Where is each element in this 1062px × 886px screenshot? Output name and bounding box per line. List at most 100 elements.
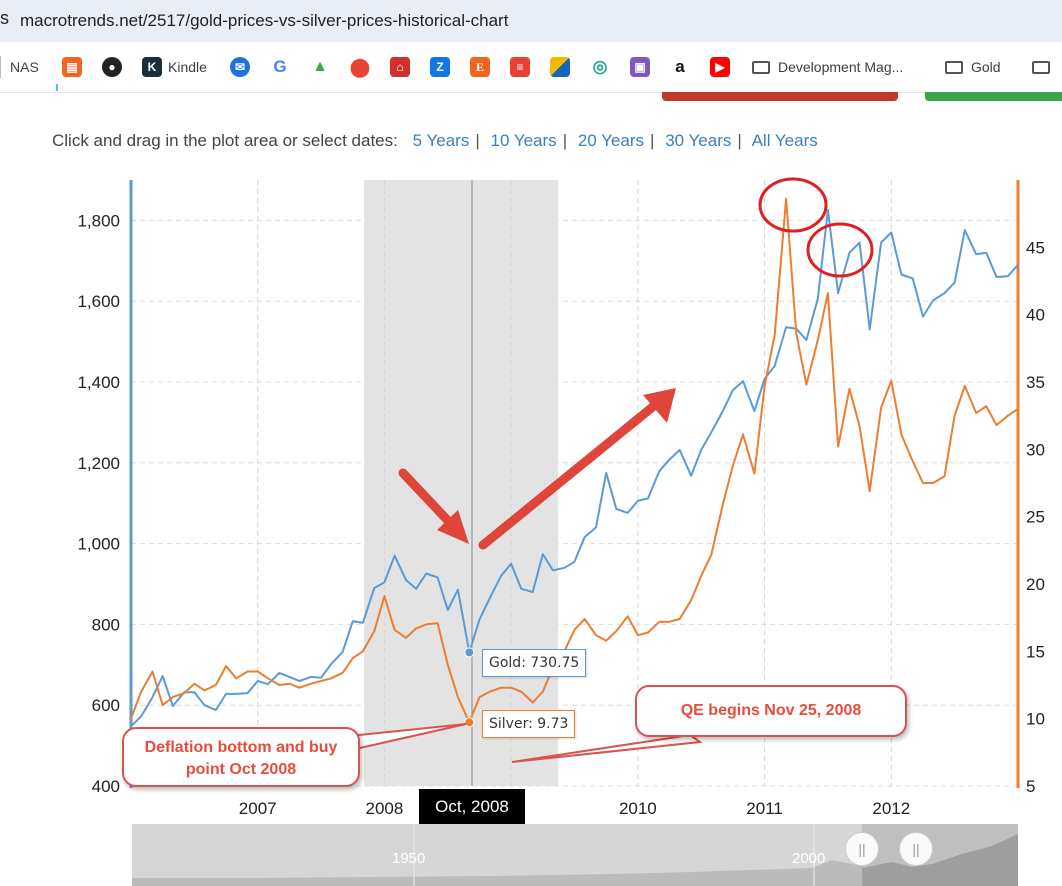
crosshair-date-label: Oct, 2008 bbox=[435, 797, 509, 816]
y-left-tick-label: 600 bbox=[92, 696, 120, 715]
google-drive-icon: ▲ bbox=[312, 58, 328, 75]
down-arrow bbox=[398, 468, 469, 544]
bookmarks-bar: NAS ▤ ● K Kindle ✉ G ▲ ⬤ ⌂ Z E ≡ ◎ ▣ a ▶ … bbox=[0, 42, 1062, 93]
up-arrow bbox=[478, 388, 676, 550]
callout-deflation: Deflation bottom and buy point Oct 2008 bbox=[122, 727, 360, 787]
peak-circle-gold bbox=[806, 222, 874, 278]
bookmark-orange-icon: ▤ bbox=[62, 57, 82, 77]
y-left-tick-label: 800 bbox=[92, 615, 120, 634]
y-left-tick-label: 1,800 bbox=[77, 211, 120, 230]
x-tick-labels: 2007 2008 2010 2011 2012 bbox=[239, 799, 910, 818]
range-all-years[interactable]: All Years bbox=[751, 131, 818, 150]
bookmark-folder-gold[interactable]: Gold bbox=[945, 55, 1001, 79]
bookmark-label: NAS bbox=[10, 59, 39, 75]
y-right-tick-label: 15 bbox=[1026, 642, 1045, 661]
silver-tooltip: Silver: 9.73 bbox=[482, 710, 576, 738]
bookmark-mail[interactable]: ✉ bbox=[230, 55, 250, 79]
url-text[interactable]: macrotrends.net/2517/gold-prices-vs-silv… bbox=[20, 11, 509, 30]
silver-hover-point bbox=[464, 717, 475, 728]
bookmark-bag[interactable]: ▣ bbox=[630, 55, 650, 79]
bookmark-label: Development Mag... bbox=[778, 59, 904, 75]
y-right-tick-label: 20 bbox=[1026, 575, 1045, 594]
range-5-years[interactable]: 5 Years bbox=[412, 131, 470, 150]
bookmark-label: Kindle bbox=[168, 59, 207, 75]
folder-icon bbox=[752, 60, 770, 74]
bookmark-maps[interactable]: ⬤ bbox=[350, 55, 370, 79]
bookmark-github[interactable]: ● bbox=[102, 55, 122, 79]
google-maps-icon: ⬤ bbox=[349, 56, 371, 77]
tab-edge-char: s bbox=[0, 8, 9, 28]
bookmark-separator bbox=[0, 56, 1, 78]
gold-tooltip: Gold: 730.75 bbox=[482, 649, 587, 677]
bookmark-label: Gold bbox=[971, 59, 1001, 75]
callout-qe-text: QE begins Nov 25, 2008 bbox=[680, 702, 862, 719]
navigator-area bbox=[132, 824, 1018, 886]
series-line-silver bbox=[130, 197, 1019, 724]
range-selector: Click and drag in the plot area or selec… bbox=[52, 131, 818, 151]
range-10-years[interactable]: 10 Years bbox=[490, 131, 557, 150]
navigator-right-handle[interactable]: || bbox=[899, 832, 933, 866]
bookmark-etsy[interactable]: E bbox=[470, 55, 490, 79]
x-tick-label: 2008 bbox=[366, 799, 404, 818]
bookmark-amazon[interactable]: a bbox=[670, 55, 690, 79]
bookmark-youtube[interactable]: ▶ bbox=[710, 55, 730, 79]
range-prompt: Click and drag in the plot area or selec… bbox=[52, 131, 398, 150]
x-tick-label: 2012 bbox=[872, 799, 910, 818]
pipe-separator: | bbox=[737, 131, 742, 150]
recession-shade bbox=[364, 180, 558, 786]
y-left-tick-label: 1,000 bbox=[77, 535, 120, 554]
bookmark-folder-development[interactable]: Development Mag... bbox=[752, 55, 903, 79]
bag-icon: ▣ bbox=[630, 57, 650, 77]
y-right-tick-label: 5 bbox=[1026, 777, 1035, 796]
bookmark-todoist[interactable]: ≡ bbox=[510, 55, 530, 79]
navigator-left-handle[interactable]: || bbox=[845, 832, 879, 866]
folder-icon bbox=[1032, 60, 1050, 74]
bookmark-home[interactable]: ⌂ bbox=[390, 55, 410, 79]
gold-hover-point bbox=[464, 647, 475, 658]
callout-deflation-text: Deflation bottom and buy point Oct 2008 bbox=[144, 739, 338, 778]
pipe-separator: | bbox=[475, 131, 480, 150]
bookmark-1[interactable]: ▤ bbox=[62, 55, 82, 79]
swirl-icon: ◎ bbox=[592, 57, 608, 76]
y-left-tick-label: 1,200 bbox=[77, 454, 120, 473]
right-tick-labels: 5 10 15 20 25 30 35 40 45 bbox=[1026, 238, 1045, 796]
y-left-tick-label: 1,400 bbox=[77, 373, 120, 392]
mail-icon: ✉ bbox=[230, 57, 250, 77]
youtube-icon: ▶ bbox=[710, 57, 730, 77]
peak-circle-silver bbox=[758, 177, 828, 233]
bookmark-nas[interactable]: NAS bbox=[10, 55, 39, 79]
range-20-years[interactable]: 20 Years bbox=[577, 131, 645, 150]
series-line-gold bbox=[130, 208, 1019, 727]
bookmark-google[interactable]: G bbox=[270, 55, 290, 79]
callout-pointer-qe bbox=[511, 733, 703, 763]
green-action-button[interactable] bbox=[925, 92, 1062, 101]
flag-icon bbox=[550, 57, 570, 77]
bookmark-drive[interactable]: ▲ bbox=[310, 55, 330, 79]
pipe-separator: | bbox=[562, 131, 568, 150]
y-right-tick-label: 40 bbox=[1026, 306, 1045, 325]
red-action-button[interactable] bbox=[662, 92, 898, 101]
browser-url-bar[interactable]: s macrotrends.net/2517/gold-prices-vs-si… bbox=[0, 0, 1062, 42]
github-icon: ● bbox=[102, 57, 122, 77]
bookmark-zillow[interactable]: Z bbox=[430, 55, 450, 79]
y-right-tick-label: 10 bbox=[1026, 710, 1045, 729]
navigator-label-1950: 1950 bbox=[392, 850, 426, 867]
range-navigator[interactable]: 1950 2000 bbox=[132, 824, 1018, 886]
toolbar-marker bbox=[56, 84, 58, 91]
y-right-tick-label: 45 bbox=[1026, 238, 1045, 257]
bookmark-kindle[interactable]: K Kindle bbox=[142, 55, 207, 79]
bookmark-flag[interactable] bbox=[550, 55, 570, 79]
callout-qe: QE begins Nov 25, 2008 bbox=[635, 685, 907, 737]
google-icon: G bbox=[270, 57, 290, 77]
range-30-years[interactable]: 30 Years bbox=[665, 131, 732, 150]
bookmark-swirl[interactable]: ◎ bbox=[590, 55, 610, 79]
y-left-tick-label: 400 bbox=[92, 777, 120, 796]
kindle-icon: K bbox=[142, 57, 162, 77]
bookmark-folder-more[interactable] bbox=[1032, 55, 1058, 79]
amazon-icon: a bbox=[675, 57, 685, 76]
home-red-icon: ⌂ bbox=[390, 57, 410, 77]
x-tick-label: 2010 bbox=[619, 799, 657, 818]
y-right-tick-label: 35 bbox=[1026, 373, 1045, 392]
navigator-label-2000: 2000 bbox=[792, 850, 826, 867]
